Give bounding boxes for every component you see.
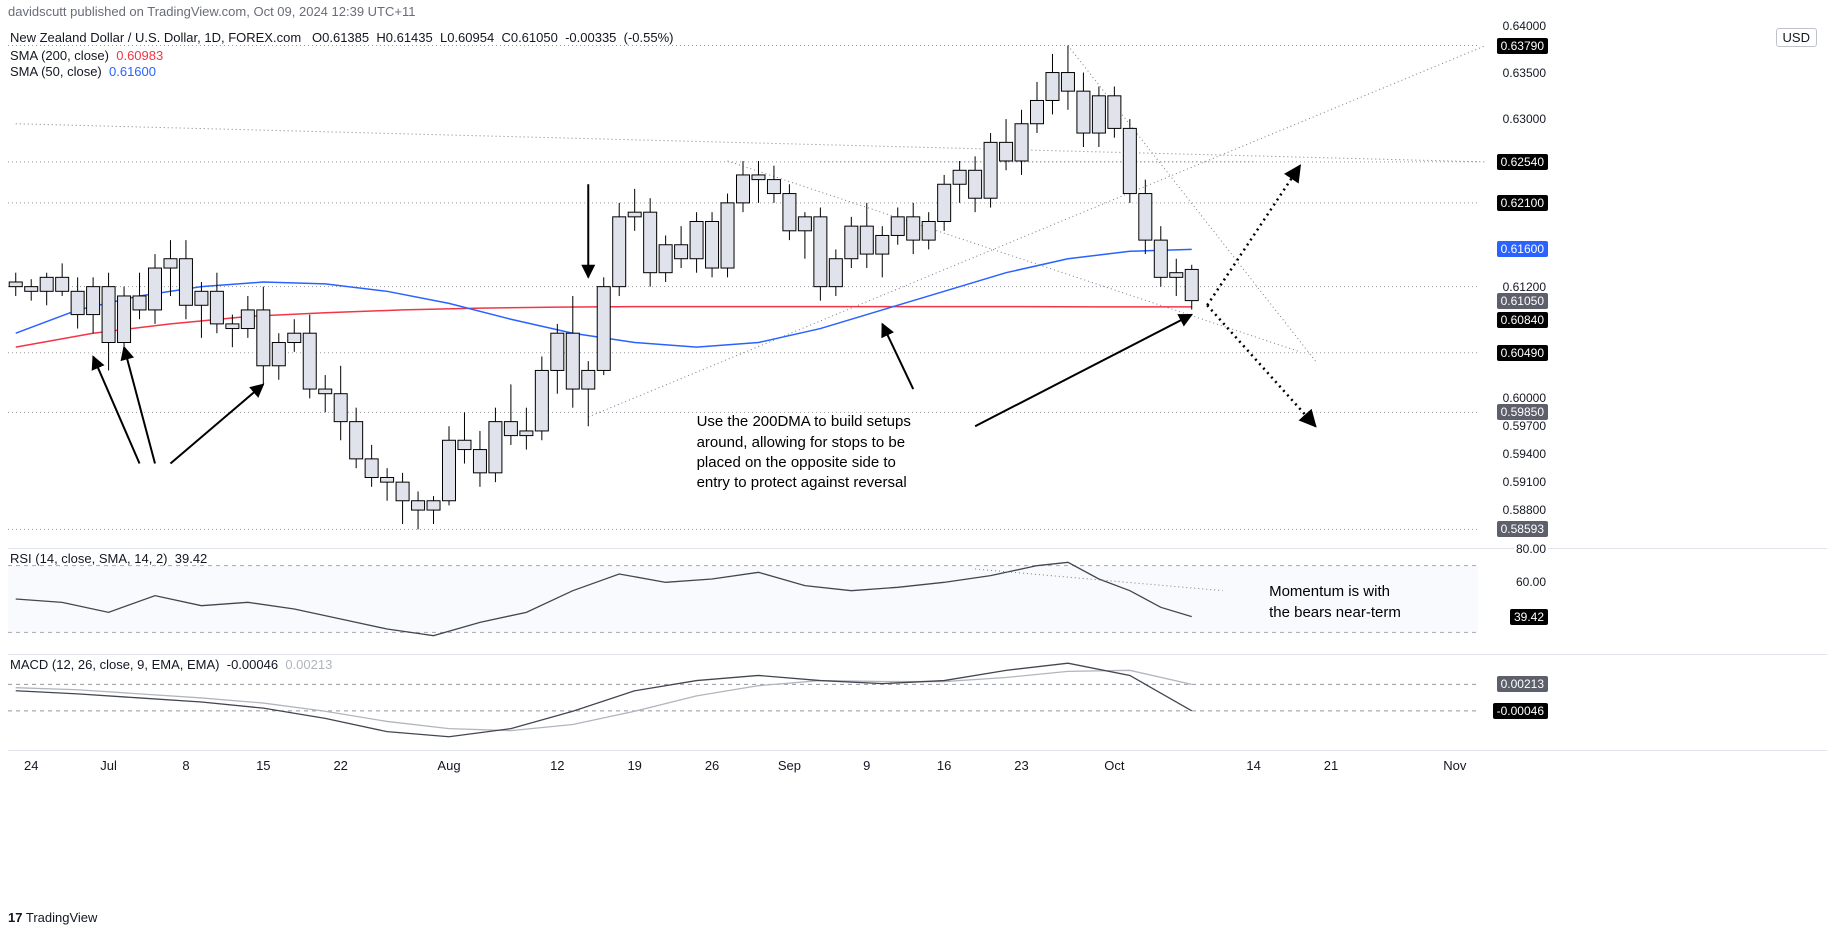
x-tick-24: 24 [24, 758, 38, 773]
x-tick-26: 26 [705, 758, 719, 773]
price-y-0.59100: 0.59100 [1501, 475, 1548, 489]
x-tick-23: 23 [1014, 758, 1028, 773]
x-tick-19: 19 [627, 758, 641, 773]
price-y-0.63000: 0.63000 [1501, 112, 1548, 126]
x-tick-Aug: Aug [437, 758, 460, 773]
x-tick-Oct: Oct [1104, 758, 1124, 773]
x-tick-Sep: Sep [778, 758, 801, 773]
x-tick-Jul: Jul [100, 758, 117, 773]
annotation-main: Use the 200DMA to build setupsaround, al… [697, 412, 911, 493]
price-y-0.61050: 0.61050 [1497, 293, 1548, 309]
x-tick-Nov: Nov [1443, 758, 1466, 773]
price-y-0.60000: 0.60000 [1501, 391, 1548, 405]
price-y-0.59700: 0.59700 [1501, 419, 1548, 433]
price-svg [8, 26, 1827, 538]
price-y-0.58593: 0.58593 [1497, 521, 1548, 537]
price-y-0.58800: 0.58800 [1501, 503, 1548, 517]
price-y-0.64000: 0.64000 [1501, 19, 1548, 33]
x-tick-21: 21 [1324, 758, 1338, 773]
price-panel[interactable]: USD New Zealand Dollar / U.S. Dollar, 1D… [8, 26, 1827, 538]
x-tick-16: 16 [937, 758, 951, 773]
price-y-0.62540: 0.62540 [1497, 154, 1548, 170]
price-y-0.60490: 0.60490 [1497, 345, 1548, 361]
x-tick-22: 22 [333, 758, 347, 773]
rsi-svg [8, 549, 1827, 649]
price-y-0.60840: 0.60840 [1497, 312, 1548, 328]
macd-panel[interactable]: MACD (12, 26, close, 9, EMA, EMA) -0.000… [8, 654, 1827, 747]
price-y-0.63790: 0.63790 [1497, 38, 1548, 54]
price-y-0.59850: 0.59850 [1497, 404, 1548, 420]
x-tick-9: 9 [863, 758, 870, 773]
xaxis-panel: 24 Jul 8 15 22 Aug 12 19 26 Sep 9 16 23 Oct 14 21 Nov [8, 750, 1827, 775]
price-y-0.61200: 0.61200 [1501, 280, 1548, 294]
price-y-0.63500: 0.63500 [1501, 66, 1548, 80]
rsi-panel[interactable]: RSI (14, close, SMA, 14, 2) 39.42 80.006… [8, 548, 1827, 649]
price-y-0.59400: 0.59400 [1501, 447, 1548, 461]
macd-svg [8, 655, 1827, 747]
x-tick-8: 8 [182, 758, 189, 773]
x-tick-14: 14 [1246, 758, 1260, 773]
x-tick-12: 12 [550, 758, 564, 773]
x-tick-15: 15 [256, 758, 270, 773]
price-y-0.61600: 0.61600 [1497, 241, 1548, 257]
annotation-rsi: Momentum is withthe bears near-term [1269, 582, 1401, 623]
tradingview-logo: 17 TradingView [8, 910, 97, 925]
byline: davidscutt published on TradingView.com,… [8, 4, 415, 19]
price-y-0.62100: 0.62100 [1497, 195, 1548, 211]
